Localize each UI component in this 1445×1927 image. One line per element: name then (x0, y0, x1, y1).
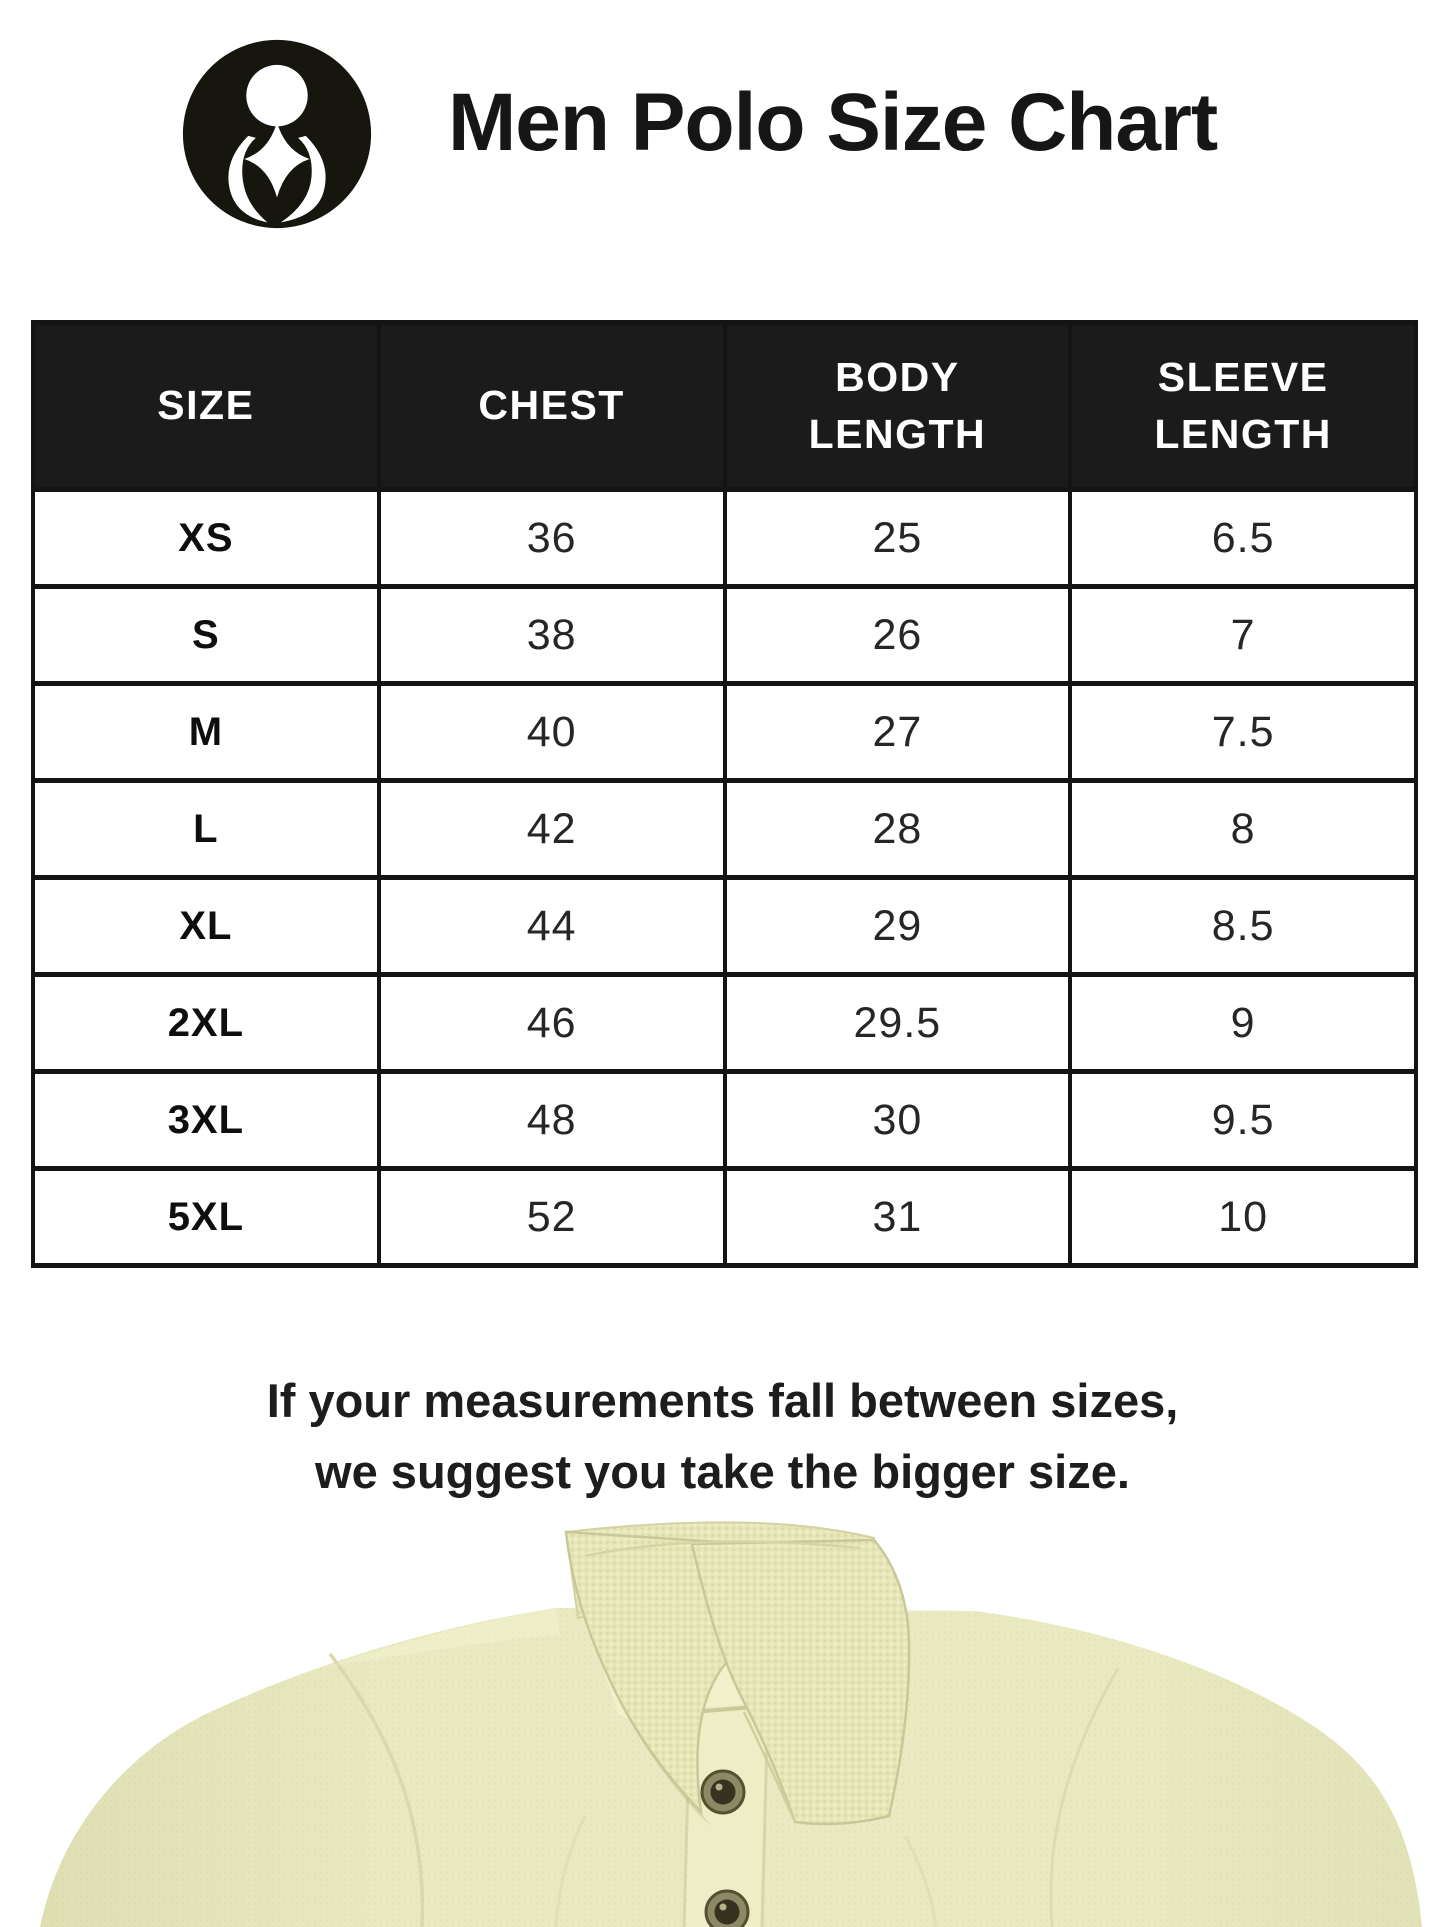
size-cell: XL (31, 875, 381, 977)
shirt-button-top (700, 1769, 746, 1815)
table-row: 5XL 52 31 10 (31, 1166, 1418, 1268)
size-cell: S (31, 584, 381, 686)
column-header: CHEST (376, 320, 727, 492)
column-header: SIZE (31, 320, 381, 492)
sleeve-length-cell: 8 (1068, 778, 1418, 880)
size-cell: 5XL (31, 1166, 381, 1268)
shirt-collar (564, 1530, 911, 1826)
sleeve-length-cell: 7 (1068, 584, 1418, 686)
table-row: L 42 28 8 (31, 778, 1418, 880)
polo-shirt-image (40, 1521, 1422, 1927)
size-cell: 2XL (31, 972, 381, 1074)
sizing-note-line1: If your measurements fall between sizes, (266, 1374, 1179, 1427)
chest-cell: 36 (376, 487, 727, 589)
shirt-placket (682, 1701, 770, 1927)
table-row: 3XL 48 30 9.5 (31, 1069, 1418, 1171)
sleeve-length-cell: 6.5 (1068, 487, 1418, 589)
table-row: XL 44 29 8.5 (31, 875, 1418, 977)
size-chart-table: SIZE CHEST BODY LENGTH SLEEVE LENGTH XS 36 25… (31, 320, 1418, 1268)
table-row: S 38 26 7 (31, 584, 1418, 686)
table-row: M 40 27 7.5 (31, 681, 1418, 783)
sleeve-length-cell: 9.5 (1068, 1069, 1418, 1171)
chest-cell: 42 (376, 778, 727, 880)
sizing-note: If your measurements fall between sizes,… (0, 1366, 1445, 1507)
sleeve-length-cell: 7.5 (1068, 681, 1418, 783)
table-row: XS 36 25 6.5 (31, 487, 1418, 589)
body-length-cell: 29.5 (722, 972, 1073, 1074)
body-length-cell: 30 (722, 1069, 1073, 1171)
body-length-cell: 29 (722, 875, 1073, 977)
page-title: Men Polo Size Chart (448, 77, 1218, 168)
body-length-cell: 31 (722, 1166, 1073, 1268)
sleeve-length-cell: 10 (1068, 1166, 1418, 1268)
chest-cell: 48 (376, 1069, 727, 1171)
size-cell: M (31, 681, 381, 783)
chest-cell: 38 (376, 584, 727, 686)
size-cell: L (31, 778, 381, 880)
sizing-note-line2: we suggest you take the bigger size. (315, 1444, 1130, 1498)
size-cell: XS (31, 487, 381, 589)
chest-cell: 46 (376, 972, 727, 1074)
sleeve-length-cell: 9 (1068, 972, 1418, 1074)
size-cell: 3XL (31, 1069, 381, 1171)
body-length-cell: 28 (722, 778, 1073, 880)
chest-cell: 40 (376, 681, 727, 783)
body-length-cell: 27 (722, 681, 1073, 783)
body-length-cell: 26 (722, 584, 1073, 686)
table-row: 2XL 46 29.5 9 (31, 972, 1418, 1074)
shoulder-highlight (330, 1608, 560, 1666)
sleeve-length-cell: 8.5 (1068, 875, 1418, 977)
body-length-cell: 25 (722, 487, 1073, 589)
chest-cell: 44 (376, 875, 727, 977)
brand-logo-icon (181, 38, 373, 230)
size-table-header-row: SIZE CHEST BODY LENGTH SLEEVE LENGTH (31, 320, 1418, 492)
size-table-body: XS 36 25 6.5 S 38 26 7 M 40 27 7.5 L 42 28 8 XL 44 29 8.5 2X… (31, 487, 1418, 1268)
chest-cell: 52 (376, 1166, 727, 1268)
column-header: BODY LENGTH (722, 320, 1073, 492)
shirt-button-bottom (704, 1889, 750, 1927)
column-header: SLEEVE LENGTH (1068, 320, 1418, 492)
